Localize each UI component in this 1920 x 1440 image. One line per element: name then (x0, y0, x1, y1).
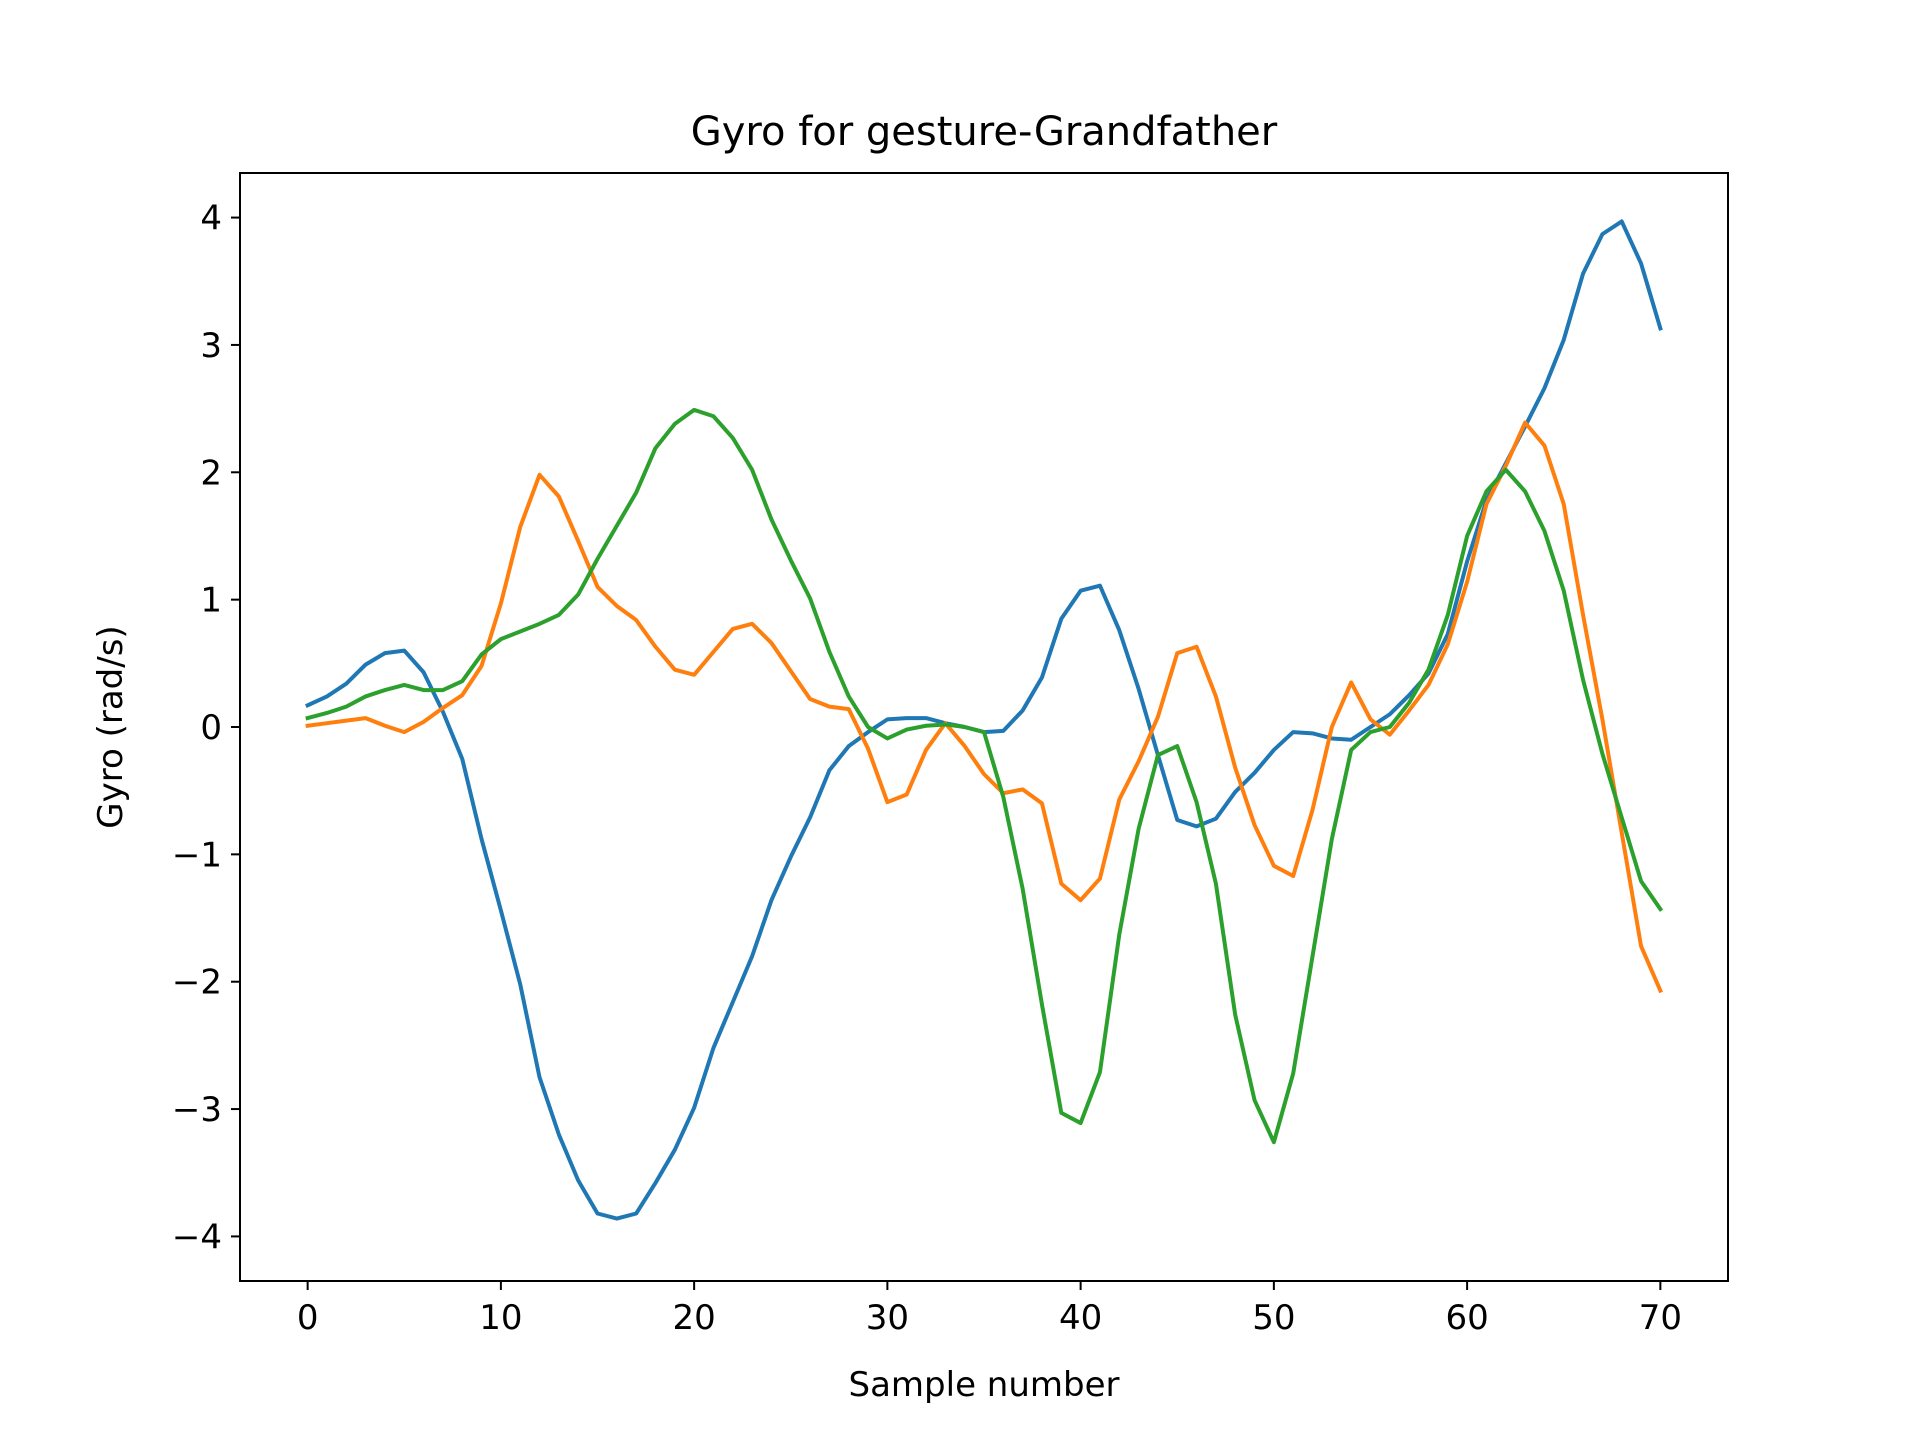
series-layer (304, 219, 1664, 1221)
y-tick-label: 1 (200, 581, 222, 621)
x-axis-ticks: 0 10 20 30 40 50 60 70 (297, 1281, 1682, 1338)
y-axis-ticks: −4 −3 −2 −1 0 1 2 3 4 (172, 199, 240, 1257)
y-axis-label: Gyro (rad/s) (91, 625, 131, 828)
series-line-2 (305, 420, 1663, 994)
y-tick-label: −1 (172, 835, 222, 875)
y-tick-label: 2 (200, 453, 222, 493)
x-tick-label: 50 (1252, 1298, 1295, 1338)
x-tick-label: 20 (672, 1298, 715, 1338)
y-tick-label: −3 (172, 1090, 222, 1130)
x-tick-label: 70 (1639, 1298, 1682, 1338)
y-tick-label: −2 (172, 963, 222, 1003)
y-tick-label: 0 (200, 708, 222, 748)
x-axis-label: Sample number (849, 1365, 1120, 1405)
plot-area (240, 173, 1728, 1281)
y-tick-label: 4 (200, 199, 222, 239)
x-tick-label: 40 (1059, 1298, 1102, 1338)
x-tick-label: 30 (866, 1298, 909, 1338)
series-line-3 (305, 407, 1664, 1145)
x-tick-label: 10 (479, 1298, 522, 1338)
chart-title: Gyro for gesture-Grandfather (691, 109, 1278, 155)
y-tick-label: 3 (200, 326, 222, 366)
x-tick-label: 60 (1445, 1298, 1488, 1338)
x-tick-label: 0 (297, 1298, 319, 1338)
y-tick-label: −4 (172, 1217, 222, 1257)
